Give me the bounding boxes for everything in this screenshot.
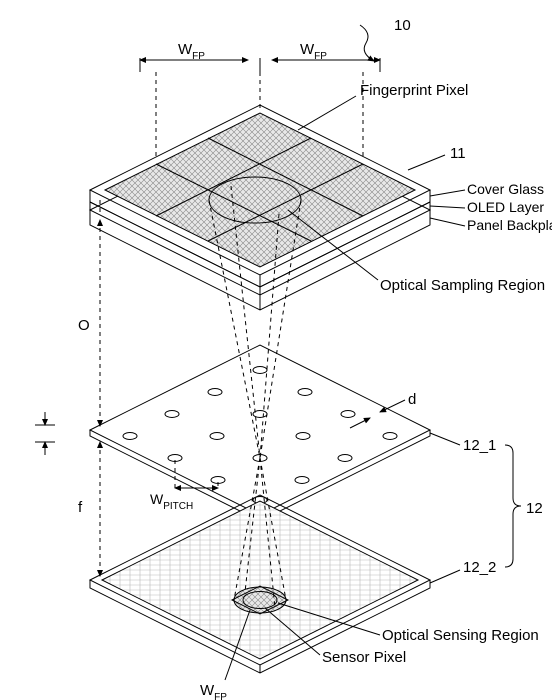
wfp1-sub: FP [192,51,205,62]
sampling-region-text: Optical Sampling Region [380,277,545,294]
ref-12-brace: 12 [505,445,543,567]
display-top-surface [105,113,415,267]
svg-text:WPITCH: WPITCH [150,491,193,512]
wfp3-sub: FP [214,692,227,700]
panel-backplane-text: Panel Backplane [467,217,552,233]
wfp2-sub: FP [314,51,327,62]
f-text: f [78,499,83,516]
ref-10-text: 10 [394,17,411,34]
wfp3-w: W [200,682,215,699]
oled-layer-text: OLED Layer [467,199,544,215]
wpitch-w: W [150,491,164,507]
cover-glass-text: Cover Glass [467,181,544,197]
d-text: d [408,391,416,408]
svg-text:WFP: WFP [200,682,227,700]
svg-text:WFP: WFP [178,41,205,62]
wpitch-sub: PITCH [163,501,193,512]
fingerprint-pixel-text: Fingerprint Pixel [360,82,468,99]
wfp2-w: W [300,41,315,58]
ref-12-1: 12_1 [430,433,496,454]
left-dims: O f [35,200,100,576]
ref-10: 10 [360,17,411,61]
ref-12-2-text: 12_2 [463,559,496,576]
sensing-region-text: Optical Sensing Region [382,627,539,644]
wpitch-dim: WPITCH [150,460,218,512]
ref-12-2: 12_2 [430,559,496,583]
ref-12-text: 12 [526,500,543,517]
figure-canvas: 10 WFP WFP 11 [0,0,552,700]
O-text: O [78,317,90,334]
fingerprint-pixel-label: Fingerprint Pixel [298,82,468,130]
sensor-plate [90,495,430,673]
pinholes [123,367,397,504]
ref-12-1-text: 12_1 [463,437,496,454]
wfp1-w: W [178,41,193,58]
d-dim: d [350,391,416,428]
svg-text:WFP: WFP [300,41,327,62]
sensor-pixel-text: Sensor Pixel [322,649,406,666]
display-panel [90,105,430,310]
ref-11-text: 11 [450,145,466,162]
sensor-grid-surface [102,501,418,659]
